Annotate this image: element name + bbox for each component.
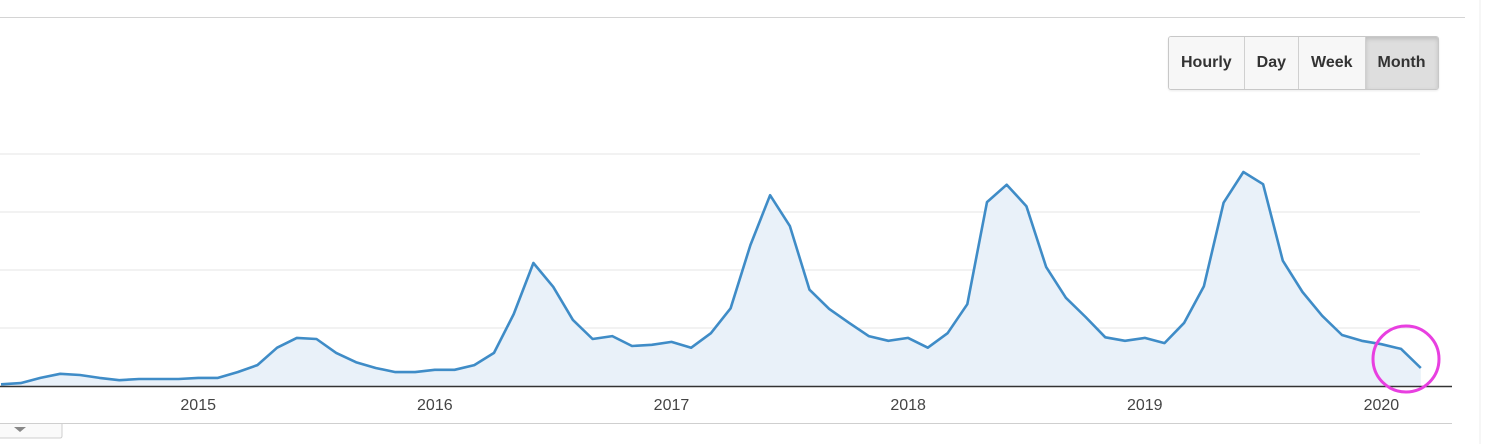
dropdown-arrow: [14, 427, 26, 432]
x-tick-label: 2017: [654, 397, 690, 414]
granularity-button[interactable]: Week: [1299, 37, 1366, 89]
area-fill: [1, 172, 1421, 386]
x-tick-label: 2018: [890, 397, 926, 414]
x-tick-label: 2020: [1364, 397, 1400, 414]
plot: 2015 2016 2017 2018 2019 2020: [0, 153, 1452, 414]
granularity-buttons: Hourly Day Week Month: [1168, 36, 1439, 90]
granularity-button[interactable]: Hourly: [1169, 37, 1245, 89]
line: [0, 170, 1422, 386]
x-tick-label: 2015: [180, 397, 216, 414]
x-tick-label: 2016: [417, 397, 453, 414]
dropdown-tab[interactable]: [0, 423, 63, 439]
x-tick-label: 2019: [1127, 397, 1163, 414]
granularity-button[interactable]: Day: [1244, 37, 1300, 89]
highlight-circle: [1371, 324, 1441, 394]
granularity-button[interactable]: Month: [1365, 37, 1438, 89]
